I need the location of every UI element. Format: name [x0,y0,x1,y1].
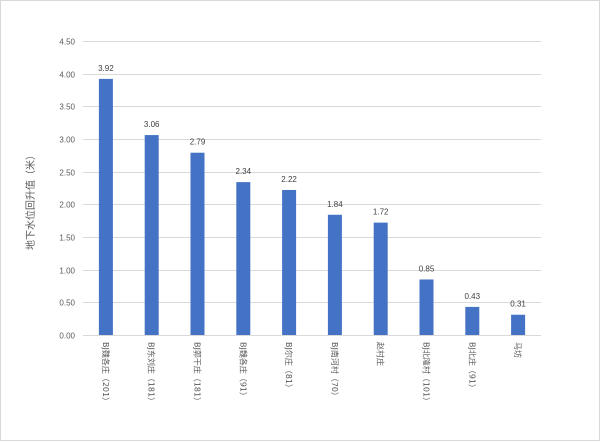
category-label: BJ魏各庄（201） [101,342,111,405]
y-tick-label: 0.50 [59,299,75,308]
y-tick-labels: 0.00 0.50 1.00 1.50 2.00 2.50 3.00 3.50 4.00 4.50 [59,38,75,341]
data-label: 1.72 [373,208,389,217]
y-tick-label: 2.00 [59,201,75,210]
y-tick-label: 2.50 [59,169,75,178]
category-label: BJ北庄（91） [467,342,477,392]
y-tick-label: 4.50 [59,38,75,47]
category-label: BJ南河村（70） [330,342,340,400]
bar [282,189,297,335]
data-label: 3.92 [98,64,114,73]
category-label: BJ郭干庄（181） [193,342,203,405]
bar [327,214,342,335]
gridlines [83,41,541,336]
y-tick-label: 0.00 [59,332,75,341]
category-label: BJ魏各庄（91） [238,342,248,400]
y-tick-label: 1.50 [59,234,75,243]
y-tick-label: 3.00 [59,136,75,145]
data-label: 0.85 [419,264,435,273]
bar [465,306,480,335]
category-label: BJ北隆村（101） [422,342,432,405]
category-labels: BJ魏各庄（201） BJ东刘庄（181） BJ郭干庄（181） BJ魏各庄（91） B… [101,342,523,405]
y-tick-label: 3.50 [59,103,75,112]
data-label: 0.43 [465,292,481,301]
data-label: 0.31 [510,300,526,309]
data-label: 2.79 [190,138,206,147]
y-axis-title: 地下水位回升值（米） [24,150,37,250]
data-label: 2.34 [236,167,252,176]
y-tick-label: 1.00 [59,267,75,276]
data-label: 3.06 [144,120,160,129]
category-label: 赵村庄 [376,342,386,366]
category-label: 马坊 [513,342,523,358]
bars [98,78,526,335]
bar [419,279,434,335]
data-labels: 3.92 3.06 2.79 2.34 2.22 1.84 1.72 0.85 0.43 0.31 [98,64,526,309]
bar [144,135,159,335]
category-label: BJ东刘庄（181） [147,342,157,405]
bar [236,182,251,335]
bar [511,314,526,335]
bar [373,222,388,335]
data-label: 1.84 [327,200,343,209]
y-tick-label: 4.00 [59,71,75,80]
data-label: 2.22 [281,175,297,184]
bar [190,152,205,335]
category-label: BJ尔庄（81） [284,342,294,392]
bar [98,78,113,335]
